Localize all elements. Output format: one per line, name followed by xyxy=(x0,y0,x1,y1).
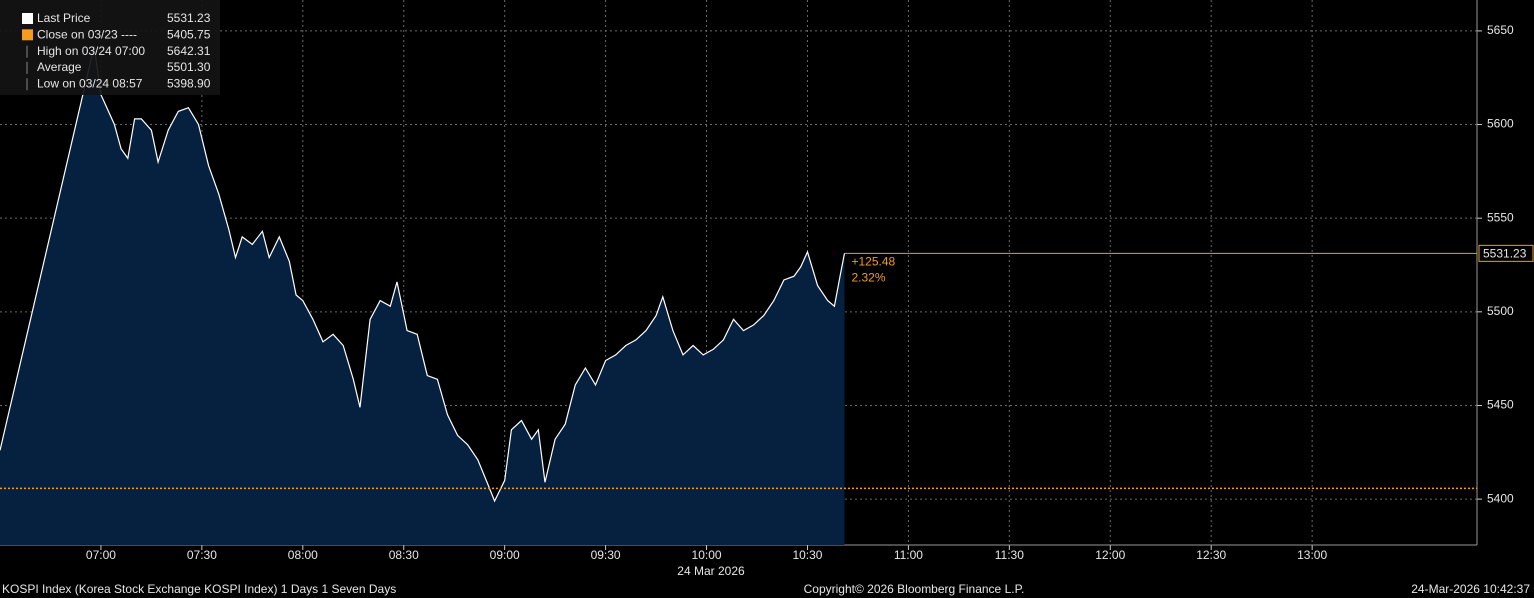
x-tick-label: 12:00 xyxy=(1095,548,1125,562)
y-tick-label: 5600 xyxy=(1487,117,1514,131)
price-line xyxy=(0,45,846,503)
x-tick-label: 12:30 xyxy=(1196,548,1226,562)
x-tick-label: 08:30 xyxy=(389,548,419,562)
legend-value: 5531.23 xyxy=(167,11,211,25)
x-tick-label: 08:00 xyxy=(288,548,318,562)
legend-value: 5642.31 xyxy=(167,44,211,58)
x-tick-label: 13:00 xyxy=(1297,548,1327,562)
footer-center: Copyright© 2026 Bloomberg Finance L.P. xyxy=(804,582,1025,596)
legend-value: 5398.90 xyxy=(167,76,211,90)
footer-right: 24-Mar-2026 10:42:37 xyxy=(1411,582,1530,596)
legend-label: Low on 03/24 08:57 xyxy=(37,76,143,90)
y-tick-label: 5550 xyxy=(1487,210,1514,224)
x-tick-label: 09:00 xyxy=(490,548,520,562)
x-tick-label: 11:30 xyxy=(995,548,1024,562)
legend-value: 5501.30 xyxy=(167,60,211,74)
legend-swatch xyxy=(22,13,33,24)
last-price-label: 5531.23 xyxy=(1483,247,1527,261)
footer-left: KOSPI Index (Korea Stock Exchange KOSPI … xyxy=(2,582,396,596)
last-price-box xyxy=(1478,244,1534,262)
legend-label: Close on 03/23 ---- xyxy=(37,27,137,41)
area xyxy=(0,45,845,546)
y-tick-label: 5500 xyxy=(1487,304,1514,318)
legend-label: Last Price xyxy=(37,11,91,25)
x-axis-label: 24 Mar 2026 xyxy=(677,564,745,578)
x-tick-label: 07:30 xyxy=(187,548,217,562)
x-tick-label: 10:30 xyxy=(792,548,822,562)
legend-label: High on 03/24 07:00 xyxy=(37,44,145,58)
y-tick-label: 5650 xyxy=(1487,23,1514,37)
x-tick-label: 09:30 xyxy=(591,548,621,562)
legend-label: Average xyxy=(37,60,82,74)
legend-value: 5405.75 xyxy=(167,27,211,41)
legend-box xyxy=(0,0,220,95)
y-tick-label: 5450 xyxy=(1487,398,1514,412)
x-tick-label: 11:00 xyxy=(894,548,923,562)
y-tick-label: 5400 xyxy=(1487,491,1514,505)
annotation: +125.48 xyxy=(851,255,895,269)
annotation: 2.32% xyxy=(851,271,885,285)
x-tick-label: 07:00 xyxy=(86,548,116,562)
x-tick-label: 10:00 xyxy=(692,548,722,562)
legend-swatch xyxy=(22,29,33,41)
